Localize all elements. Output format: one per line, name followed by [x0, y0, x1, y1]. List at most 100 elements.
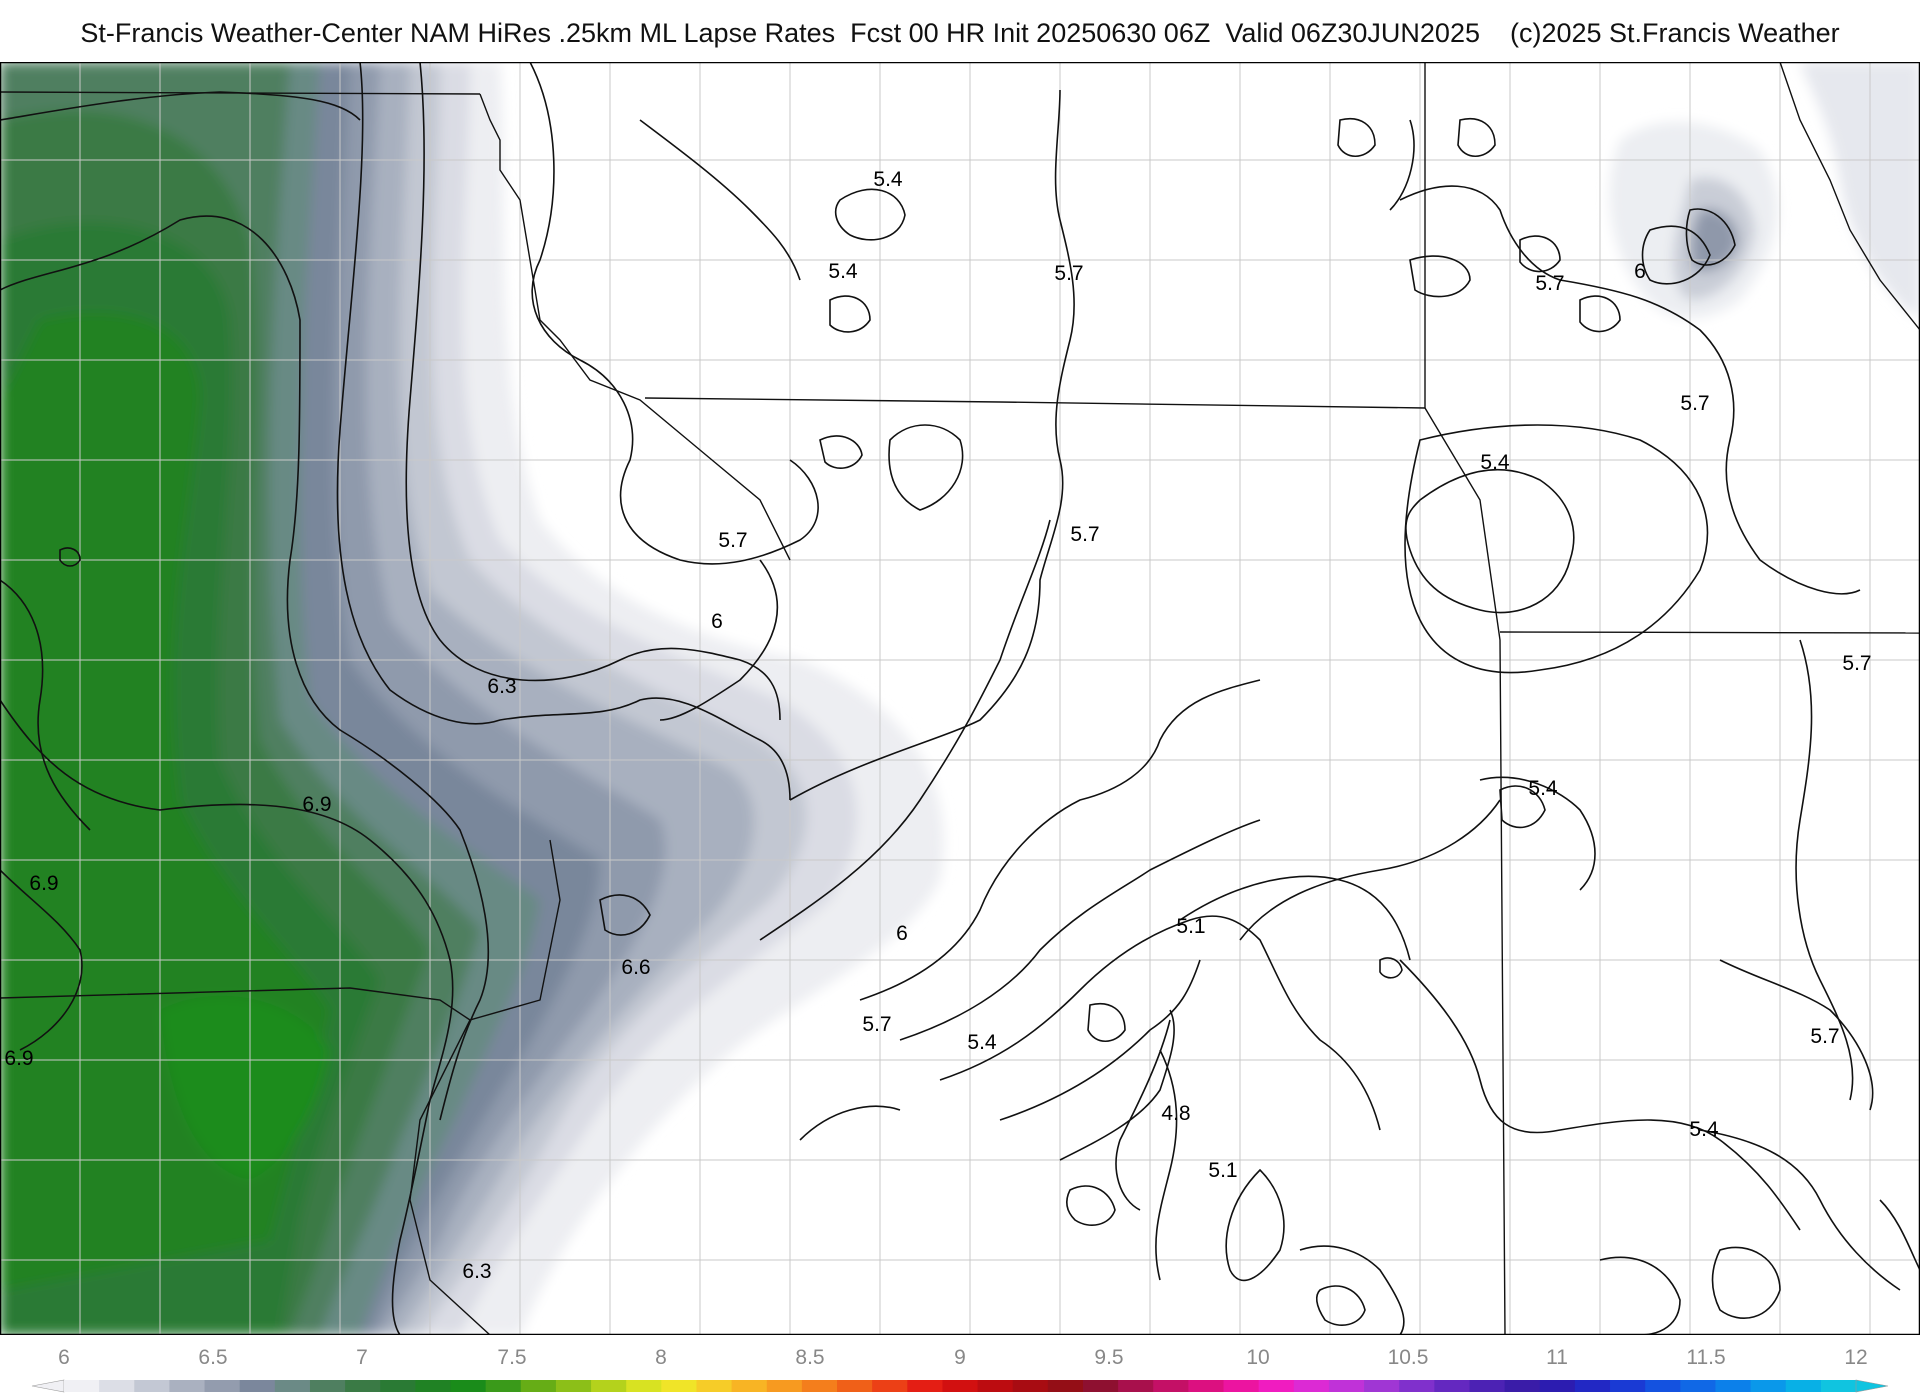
colorbar-swatch	[1188, 1380, 1225, 1392]
colorbar-swatch	[169, 1380, 206, 1392]
colorbar-swatch	[1785, 1380, 1822, 1392]
colorbar-swatch	[64, 1380, 100, 1392]
colorbar-swatch	[626, 1380, 662, 1392]
contour-label: 5.4	[873, 168, 903, 191]
colorbar-swatch	[591, 1380, 627, 1392]
colorbar-swatch	[450, 1380, 487, 1392]
contour-label: 5.7	[862, 1013, 891, 1036]
colorbar-swatch	[204, 1380, 241, 1392]
colorbar-swatch	[1504, 1380, 1541, 1392]
map-title: St-Francis Weather-Center NAM HiRes .25k…	[80, 18, 1840, 48]
colorbar-tick: 11	[1546, 1346, 1568, 1369]
colorbar-swatch	[485, 1380, 522, 1392]
colorbar-swatch	[766, 1380, 803, 1392]
colorbar-swatch	[731, 1380, 768, 1392]
colorbar-swatch	[520, 1380, 557, 1392]
colorbar-swatch	[274, 1380, 311, 1392]
colorbar-swatch	[1082, 1380, 1119, 1392]
contour-label: 6.6	[621, 956, 650, 979]
colorbar-swatch	[1820, 1380, 1857, 1392]
contour-label: 6.9	[29, 872, 58, 895]
colorbar-swatch	[99, 1380, 135, 1392]
contour-label: 5.4	[1689, 1118, 1719, 1141]
contour-label: 5.7	[1810, 1025, 1839, 1048]
contour-label: 4.8	[1161, 1102, 1190, 1125]
contour-label: 5.1	[1176, 915, 1205, 938]
colorbar-tick: 6	[58, 1346, 70, 1369]
contour-label: 5.4	[1480, 451, 1510, 474]
colorbar-tick: 10.5	[1388, 1346, 1429, 1369]
colorbar-swatch	[837, 1380, 873, 1392]
colorbar-swatch	[872, 1380, 908, 1392]
colorbar-swatch	[1047, 1380, 1084, 1392]
state-borders	[0, 62, 1920, 1335]
colorbar-swatch	[380, 1380, 416, 1392]
colorbar-swatch	[345, 1380, 381, 1392]
colorbar-swatch	[415, 1380, 452, 1392]
contour-label: 6	[711, 610, 723, 633]
colorbar-low-arrow	[31, 1379, 65, 1393]
contour-lines	[0, 62, 1920, 1335]
contour-label: 5.7	[1842, 652, 1871, 675]
colorbar-swatch	[1750, 1380, 1787, 1392]
colorbar-swatch	[239, 1380, 276, 1392]
contour-label: 5.1	[1208, 1159, 1237, 1182]
colorbar-swatch	[1364, 1380, 1400, 1392]
colorbar-tick: 12	[1844, 1346, 1867, 1369]
contour-label: 5.7	[1054, 262, 1083, 285]
colorbar-high-arrow	[1855, 1379, 1889, 1393]
contour-label: 5.7	[1070, 523, 1099, 546]
contour-label: 5.4	[967, 1031, 997, 1054]
color-scale-legend: 6 6.5 7 7.5 8 8.5 9 9.5 10 10.5 11 11.5 …	[31, 1346, 1889, 1393]
colorbar-tick: 10	[1246, 1346, 1269, 1369]
colorbar-swatch	[1610, 1380, 1646, 1392]
colorbar-swatch	[1574, 1380, 1611, 1392]
colorbar-swatch	[661, 1380, 698, 1392]
colorbar-swatch	[1153, 1380, 1189, 1392]
colorbar-swatch	[977, 1380, 1014, 1392]
contour-label: 6.3	[462, 1260, 491, 1283]
colorbar-swatch	[1680, 1380, 1717, 1392]
county-borders	[0, 62, 1920, 1335]
contour-labels: 5.4 5.4 5.7 5.7 6 5.7 5.7 6 5.7 5.4 6.3 …	[4, 168, 1871, 1283]
colorbar-swatch	[907, 1380, 944, 1392]
ne-shading	[1609, 62, 1920, 320]
contour-label: 6	[896, 922, 908, 945]
colorbar-swatch	[1399, 1380, 1435, 1392]
colorbar-tick: 7.5	[497, 1346, 526, 1369]
colorbar-swatch	[1469, 1380, 1506, 1392]
colorbar-tick: 8	[655, 1346, 667, 1369]
contour-label: 6.3	[487, 675, 516, 698]
contour-label: 6.9	[302, 793, 331, 816]
colorbar-tick: 11.5	[1686, 1346, 1725, 1369]
colorbar-swatch	[1012, 1380, 1049, 1392]
contour-label: 5.4	[1528, 777, 1558, 800]
colorbar-tick: 7	[356, 1346, 368, 1369]
colorbar-swatch	[1715, 1380, 1752, 1392]
colorbar-swatch	[555, 1380, 592, 1392]
colorbar-tick: 9	[954, 1346, 966, 1369]
contour-label: 5.4	[828, 260, 858, 283]
colorbar-swatch	[1293, 1380, 1330, 1392]
colorbar-swatch	[1223, 1380, 1260, 1392]
colorbar-swatch	[1328, 1380, 1365, 1392]
contour-label: 6	[1634, 260, 1646, 283]
colorbar-swatch	[801, 1380, 838, 1392]
colorbar-swatch	[1258, 1380, 1295, 1392]
colorbar-swatches	[31, 1379, 1889, 1393]
colorbar-tick-labels: 6 6.5 7 7.5 8 8.5 9 9.5 10 10.5 11 11.5 …	[58, 1346, 1868, 1369]
contour-label: 6.9	[4, 1047, 33, 1070]
colorbar-tick: 9.5	[1094, 1346, 1123, 1369]
colorbar-swatch	[696, 1380, 733, 1392]
shading-field	[0, 62, 944, 1335]
colorbar-swatch	[942, 1380, 979, 1392]
colorbar-swatch	[134, 1380, 171, 1392]
colorbar-swatch	[309, 1380, 346, 1392]
colorbar-swatch	[1118, 1380, 1154, 1392]
lapse-rate-map: 5.4 5.4 5.7 5.7 6 5.7 5.7 6 5.7 5.4 6.3 …	[0, 62, 1920, 1335]
contour-label: 5.7	[1535, 272, 1564, 295]
colorbar-tick: 8.5	[795, 1346, 824, 1369]
colorbar-swatch	[1434, 1380, 1471, 1392]
contour-label: 5.7	[718, 529, 747, 552]
contour-label: 5.7	[1680, 392, 1709, 415]
